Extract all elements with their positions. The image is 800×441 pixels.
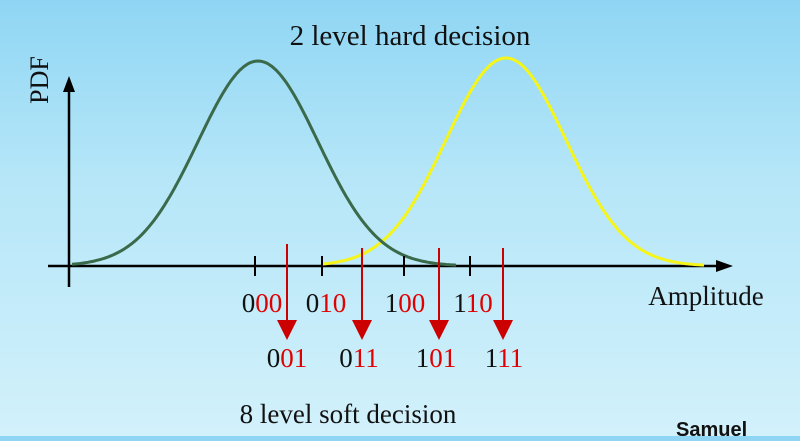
hard-code-label: 110: [453, 288, 493, 318]
x-axis-label: Amplitude: [648, 281, 764, 311]
soft-code-label: 111: [485, 343, 524, 373]
bottom-caption: 8 level soft decision: [240, 399, 457, 429]
hard-code-label: 100: [385, 288, 426, 318]
hard-code-label: 000: [242, 288, 283, 318]
y-axis-label: PDF: [25, 56, 54, 104]
soft-code-label: 011: [339, 343, 379, 373]
soft-code-label: 001: [267, 343, 308, 373]
x-axis-arrowhead: [716, 260, 733, 272]
pdf-curve-bit-1: [321, 56, 705, 267]
pdf-curve-bit-0: [71, 59, 457, 267]
diagram-title: 2 level hard decision: [290, 20, 531, 52]
y-axis-arrowhead: [63, 76, 75, 92]
soft-code-label: 101: [416, 343, 457, 373]
corner-text: Samuel: [676, 419, 748, 441]
hard-code-label: 010: [306, 288, 347, 318]
